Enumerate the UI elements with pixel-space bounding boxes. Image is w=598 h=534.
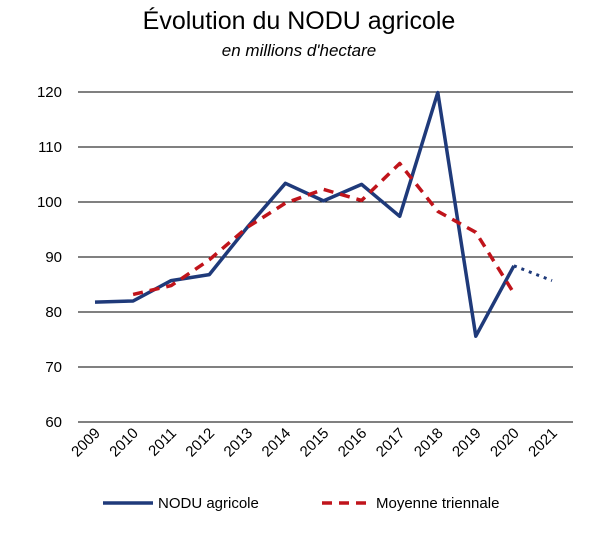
- x-axis-ticks: 2009 2010 2011 2012 2013 2014 2015 2016 2017 2018…: [68, 425, 561, 461]
- x-tick-label: 2009: [68, 425, 104, 461]
- x-tick-label: 2018: [411, 425, 447, 461]
- legend-label: NODU agricole: [158, 495, 259, 512]
- series-lines: [94, 90, 553, 338]
- y-tick-label: 60: [45, 414, 62, 431]
- x-tick-label: 2011: [145, 425, 180, 460]
- x-tick-label: 2019: [449, 425, 485, 461]
- y-axis-ticks: 60 70 80 90 100 110 120: [37, 84, 62, 431]
- legend-label: Moyenne triennale: [376, 495, 499, 512]
- chart-title: Évolution du NODU agricole: [142, 7, 456, 35]
- chart-subtitle: en millions d'hectare: [221, 41, 377, 60]
- legend: NODU agricole Moyenne triennale: [103, 495, 499, 512]
- series-line-0: [94, 90, 516, 338]
- x-tick-label: 2016: [335, 425, 371, 461]
- series-line-2: [132, 161, 516, 297]
- y-tick-label: 110: [38, 139, 62, 156]
- y-tick-label: 120: [37, 84, 62, 101]
- x-tick-label: 2017: [373, 425, 409, 461]
- y-tick-label: 70: [45, 359, 62, 376]
- gridlines: [78, 91, 573, 423]
- y-tick-label: 100: [37, 194, 62, 211]
- x-tick-label: 2010: [106, 425, 142, 461]
- x-tick-label: 2012: [182, 425, 218, 461]
- x-tick-label: 2013: [221, 425, 257, 461]
- x-tick-label: 2014: [259, 425, 295, 461]
- series-line-1: [513, 264, 553, 282]
- x-tick-label: 2015: [297, 425, 333, 461]
- y-tick-label: 80: [45, 304, 62, 321]
- x-tick-label: 2020: [487, 425, 523, 461]
- y-tick-label: 90: [45, 249, 62, 266]
- x-tick-label: 2021: [525, 425, 561, 461]
